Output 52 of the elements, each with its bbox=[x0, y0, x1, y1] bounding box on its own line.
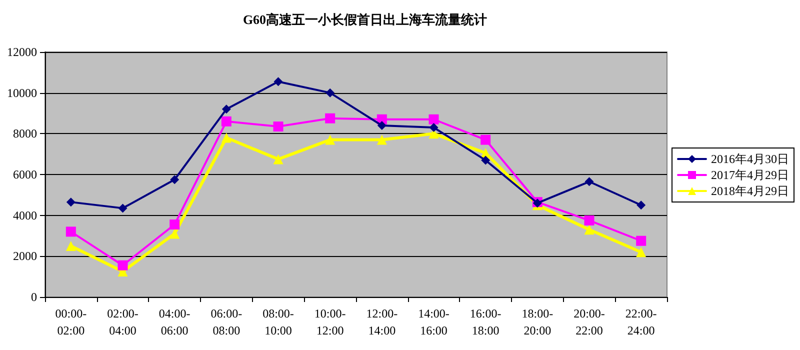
point bbox=[118, 204, 128, 213]
point bbox=[118, 260, 128, 270]
point bbox=[66, 198, 76, 207]
point bbox=[221, 132, 232, 143]
point bbox=[325, 134, 336, 145]
point bbox=[429, 123, 438, 132]
x-tick-label: 02:00-04:00 bbox=[107, 306, 138, 338]
point bbox=[376, 134, 387, 145]
legend-label: 2016年4月30日 bbox=[711, 152, 789, 166]
x-tick-label: 16:00-18:00 bbox=[470, 306, 502, 338]
point bbox=[428, 114, 439, 124]
point bbox=[273, 154, 284, 164]
point bbox=[377, 121, 386, 130]
point bbox=[584, 177, 594, 186]
y-tick-label: 4000 bbox=[13, 208, 37, 222]
point bbox=[636, 247, 646, 258]
point bbox=[221, 116, 232, 126]
legend-label: 2017年4月29日 bbox=[711, 168, 789, 182]
x-tick-label: 10:00-12:00 bbox=[314, 306, 346, 338]
x-tick-label: 08:00-10:00 bbox=[262, 306, 294, 338]
point bbox=[584, 224, 594, 235]
point bbox=[636, 200, 646, 210]
point bbox=[170, 228, 180, 239]
x-tick-label: 14:00-16:00 bbox=[418, 306, 450, 338]
x-tick-label: 06:00-08:00 bbox=[210, 306, 242, 338]
point bbox=[481, 156, 490, 165]
x-tick-label: 00:00-02:00 bbox=[55, 306, 87, 338]
point bbox=[636, 236, 646, 246]
x-tick-label: 20:00-22:00 bbox=[574, 306, 605, 338]
x-tick-label: 18:00-20:00 bbox=[522, 306, 554, 338]
point bbox=[170, 220, 180, 230]
y-tick-label: 6000 bbox=[13, 168, 37, 182]
point bbox=[480, 134, 491, 145]
point bbox=[222, 104, 231, 114]
point bbox=[584, 215, 594, 226]
x-tick-label: 12:00-14:00 bbox=[366, 306, 398, 338]
chart-title: G60高速五一小长假首日出上海车流量统计 bbox=[242, 12, 488, 27]
point bbox=[325, 113, 336, 124]
point bbox=[66, 226, 76, 237]
point bbox=[274, 77, 283, 86]
point bbox=[66, 240, 76, 251]
y-tick-label: 10000 bbox=[7, 86, 37, 100]
x-tick-label: 04:00-06:00 bbox=[158, 306, 190, 338]
x-tick-label: 22:00-24:00 bbox=[625, 306, 657, 338]
y-tick-label: 8000 bbox=[13, 126, 37, 141]
y-tick-label: 12000 bbox=[7, 45, 37, 59]
y-tick-label: 0 bbox=[31, 290, 37, 304]
point bbox=[326, 88, 335, 98]
point bbox=[273, 122, 284, 132]
legend-label: 2018年4月29日 bbox=[711, 184, 789, 198]
y-tick-label: 2000 bbox=[13, 249, 37, 264]
point bbox=[170, 175, 180, 184]
